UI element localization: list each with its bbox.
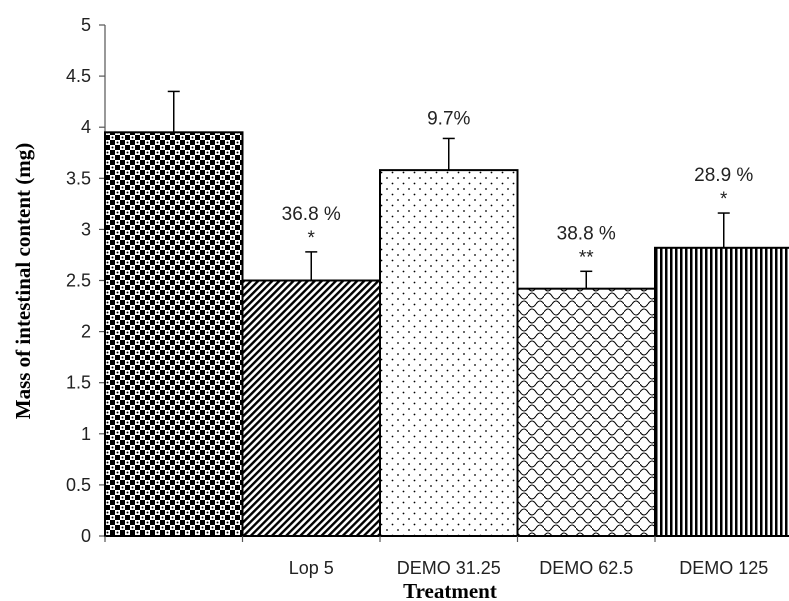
significance-stars: * xyxy=(308,228,316,249)
percent-label: 9.7% xyxy=(427,108,470,129)
y-tick-label: 1 xyxy=(81,424,91,444)
y-tick-group: 0 0.5 1 1.5 2 2.5 3 3.5 4 4.5 5 xyxy=(66,15,105,546)
y-tick-label: 4 xyxy=(81,117,91,137)
x-tick-label: DEMO 125 xyxy=(679,558,768,578)
significance-stars: * xyxy=(720,189,728,210)
x-tick-label: DEMO 62.5 xyxy=(539,558,633,578)
bar xyxy=(654,246,789,538)
bar xyxy=(104,131,244,537)
error-bar-group xyxy=(167,90,730,289)
y-tick-label: 2.5 xyxy=(66,271,91,291)
percent-label: 36.8 % xyxy=(282,204,341,225)
bar xyxy=(241,279,381,537)
x-axis-title: Treatment xyxy=(403,579,497,601)
y-tick-label: 1.5 xyxy=(66,373,91,393)
annotation-group: * 36.8 % 9.7% ** 38.8 % * 28.9 % xyxy=(282,108,754,268)
x-tick-group: Lop 5 DEMO 31.25 DEMO 62.5 DEMO 125 xyxy=(104,536,768,578)
y-tick-label: 5 xyxy=(81,15,91,35)
percent-label: 28.9 % xyxy=(694,165,753,186)
y-tick-label: 4.5 xyxy=(66,66,91,86)
percent-label: 38.8 % xyxy=(557,223,616,244)
bar-group xyxy=(104,131,789,538)
bar xyxy=(379,169,519,537)
bar xyxy=(516,287,656,537)
x-tick-label: Lop 5 xyxy=(289,558,334,578)
y-tick-label: 2 xyxy=(81,322,91,342)
y-tick-label: 0 xyxy=(81,526,91,546)
y-tick-label: 0.5 xyxy=(66,475,91,495)
y-tick-label: 3 xyxy=(81,219,91,239)
y-tick-label: 3.5 xyxy=(66,168,91,188)
significance-stars: ** xyxy=(579,247,594,268)
y-axis-title: Mass of intestinal content (mg) xyxy=(11,143,35,419)
x-tick-label: DEMO 31.25 xyxy=(397,558,501,578)
